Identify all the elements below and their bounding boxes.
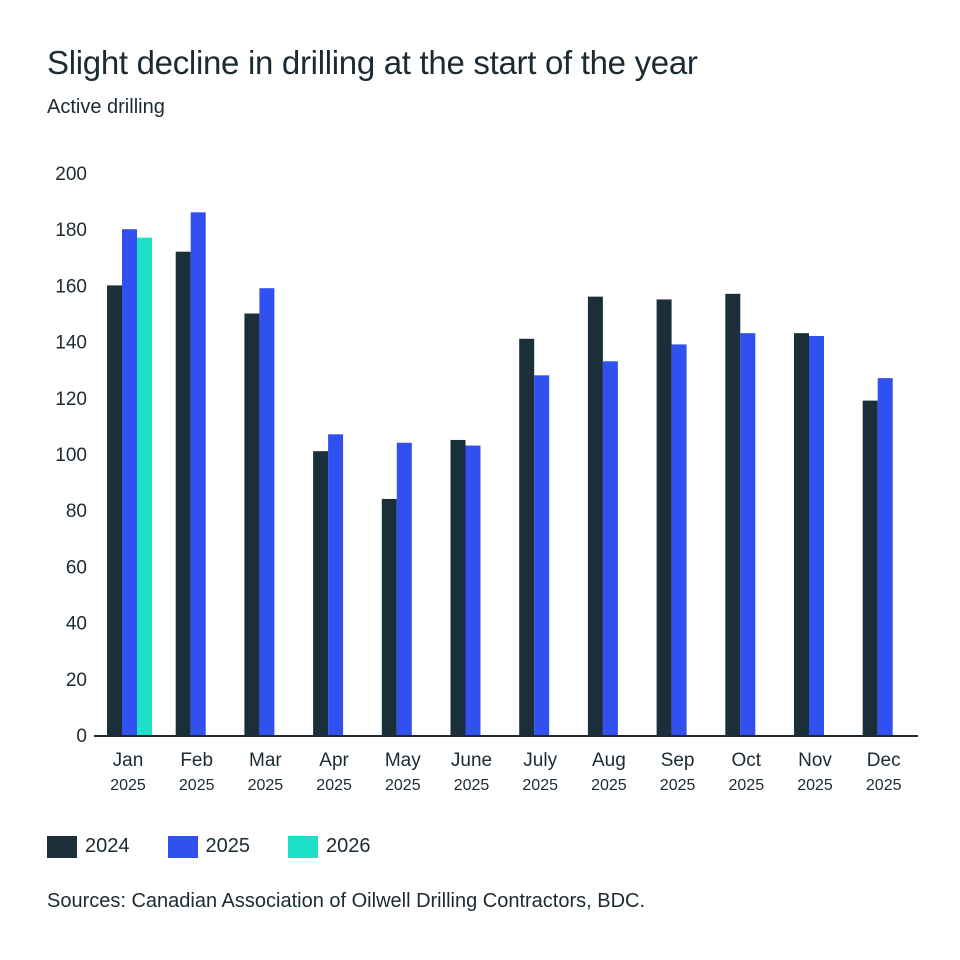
x-tick-year: 2025 xyxy=(179,777,215,794)
x-tick-month: Nov xyxy=(798,750,832,771)
x-tick-year: 2025 xyxy=(591,777,627,794)
x-tick-year: 2025 xyxy=(316,777,352,794)
bar-2026-jan xyxy=(137,237,152,735)
bar-2024-dec xyxy=(862,400,878,735)
x-tick-month: May xyxy=(385,750,421,771)
x-axis-labels: Jan 2025 Feb 2025 Mar 2025 Apr 2025 May 2025 June 2… xyxy=(110,750,901,794)
bar-2024-jan xyxy=(107,285,122,735)
legend-item-2026: 2026 xyxy=(288,835,371,858)
x-tick-month: Feb xyxy=(180,750,213,771)
chart-title: Slight decline in drilling at the start … xyxy=(47,44,698,81)
bar-2025-sep xyxy=(671,344,687,735)
legend-swatch xyxy=(167,835,198,858)
x-tick-month: Aug xyxy=(592,750,626,771)
legend-item-2024: 2024 xyxy=(47,835,130,858)
bar-2025-dec xyxy=(877,378,893,735)
x-tick-year: 2025 xyxy=(110,777,146,794)
y-tick-label: 200 xyxy=(55,164,87,185)
y-tick-label: 120 xyxy=(55,389,87,410)
x-tick-year: 2025 xyxy=(385,777,421,794)
bar-2024-may xyxy=(381,498,397,735)
x-tick-year: 2025 xyxy=(248,777,284,794)
bar-2024-aug xyxy=(587,296,603,735)
x-tick-month: Oct xyxy=(732,750,762,771)
x-tick-month: Apr xyxy=(319,750,349,771)
legend-swatch xyxy=(47,835,77,858)
chart-subtitle: Active drilling xyxy=(47,96,165,118)
y-tick-label: 60 xyxy=(66,557,87,578)
y-tick-label: 40 xyxy=(66,614,87,635)
y-tick-label: 180 xyxy=(55,220,87,241)
bar-2024-oct xyxy=(725,293,741,735)
x-tick-month: Jan xyxy=(113,750,144,771)
bar-2024-sep xyxy=(656,299,672,735)
bar-2024-june xyxy=(450,439,466,735)
y-tick-label: 20 xyxy=(66,670,87,691)
bars xyxy=(107,212,893,736)
bar-2024-apr xyxy=(313,451,329,735)
legend: 2024 2025 2026 xyxy=(47,835,409,858)
x-tick-month: Sep xyxy=(661,750,695,771)
y-tick-label: 80 xyxy=(66,501,87,522)
bar-2025-oct xyxy=(740,333,756,735)
x-tick-month: Dec xyxy=(867,750,901,771)
legend-label: 2026 xyxy=(326,835,371,857)
y-tick-label: 0 xyxy=(76,726,87,747)
bar-2025-may xyxy=(396,442,412,735)
x-tick-month: June xyxy=(451,750,492,771)
y-axis-ticks: 0 20 40 60 80 100 120 140 160 180 200 xyxy=(55,164,87,747)
x-tick-month: Mar xyxy=(249,750,282,771)
y-tick-label: 160 xyxy=(55,276,87,297)
bar-2025-feb xyxy=(190,212,206,736)
y-tick-label: 100 xyxy=(55,445,87,466)
bar-2024-mar xyxy=(244,313,260,735)
bar-2025-july xyxy=(534,375,550,735)
x-tick-year: 2025 xyxy=(729,777,765,794)
x-tick-year: 2025 xyxy=(866,777,902,794)
legend-swatch xyxy=(288,835,318,858)
bar-2025-aug xyxy=(602,361,618,735)
bar-2025-nov xyxy=(809,335,824,735)
x-tick-year: 2025 xyxy=(522,777,558,794)
bar-2024-july xyxy=(519,338,535,735)
bar-2025-apr xyxy=(328,434,344,735)
bar-2025-jan xyxy=(122,229,137,735)
legend-item-2025: 2025 xyxy=(167,835,251,858)
legend-label: 2025 xyxy=(205,835,251,857)
bar-2024-nov xyxy=(794,333,809,735)
x-tick-month: July xyxy=(523,750,557,771)
source-note: Sources: Canadian Association of Oilwell… xyxy=(47,890,646,912)
x-tick-year: 2025 xyxy=(454,777,490,794)
bar-2024-feb xyxy=(175,251,191,735)
y-tick-label: 140 xyxy=(55,333,87,354)
bar-2025-mar xyxy=(259,288,275,735)
bar-2025-june xyxy=(465,445,481,735)
legend-label: 2024 xyxy=(85,835,130,857)
x-tick-year: 2025 xyxy=(660,777,696,794)
x-tick-year: 2025 xyxy=(797,777,833,794)
